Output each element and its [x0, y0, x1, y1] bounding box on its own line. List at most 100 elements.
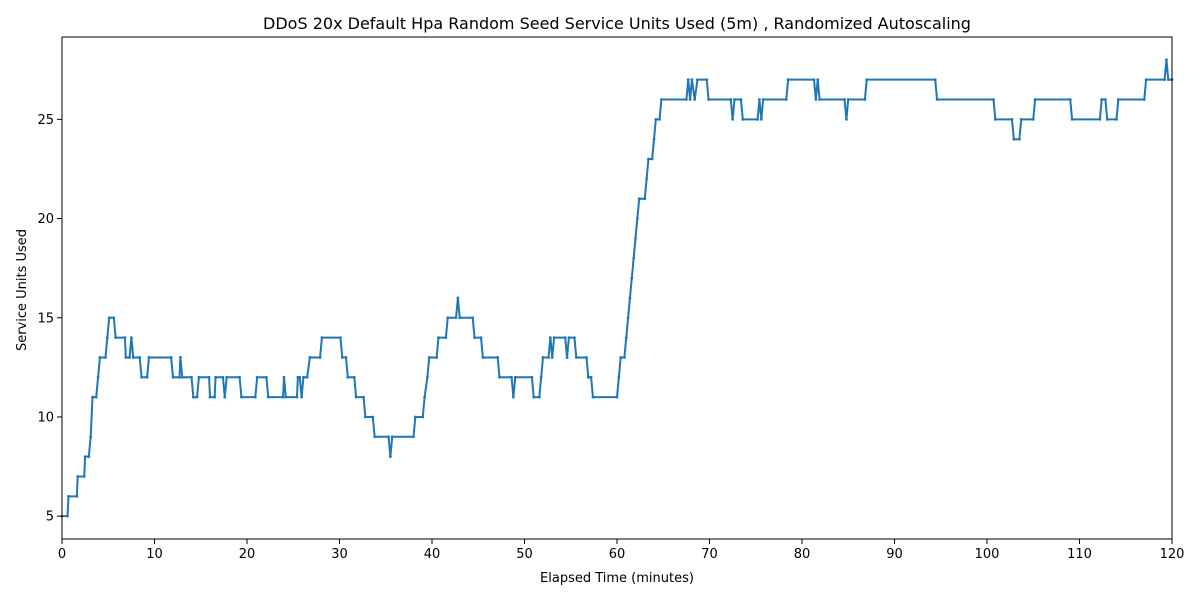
chart-title: DDoS 20x Default Hpa Random Seed Service…: [263, 14, 971, 33]
data-point: [1010, 117, 1014, 121]
data-point: [388, 455, 392, 459]
data-point: [240, 395, 243, 399]
data-point: [344, 356, 348, 359]
data-point: [446, 316, 450, 320]
data-point: [253, 395, 257, 399]
data-point: [645, 177, 648, 181]
data-point: [1017, 137, 1021, 141]
data-point: [688, 98, 692, 101]
plot-frame: [61, 36, 1173, 540]
data-point: [741, 117, 745, 121]
data-point: [178, 375, 181, 379]
data-point: [729, 98, 733, 101]
data-point: [387, 435, 390, 439]
data-point: [140, 375, 143, 379]
data-point: [660, 98, 663, 101]
data-point: [705, 78, 709, 82]
data-point: [496, 356, 500, 359]
data-point: [549, 336, 552, 339]
data-point: [647, 157, 650, 161]
data-point: [845, 117, 848, 121]
data-point: [190, 375, 193, 379]
data-point: [761, 98, 765, 101]
data-point: [654, 117, 658, 121]
data-point: [818, 98, 821, 101]
data-point: [550, 356, 554, 359]
data-point: [696, 78, 699, 82]
data-point: [634, 237, 637, 240]
data-point: [195, 395, 199, 399]
data-point: [1104, 98, 1107, 101]
data-point: [812, 78, 816, 82]
x-axis: 0 10 20 30 40 50 60 70 80 90 100 110 120: [58, 539, 1184, 562]
data-point: [339, 336, 342, 339]
data-point: [784, 98, 788, 101]
data-point: [585, 356, 588, 359]
data-point: [1031, 117, 1035, 121]
data-point: [138, 356, 142, 359]
data-point: [1163, 78, 1166, 82]
data-point: [308, 356, 312, 359]
data-point: [238, 375, 242, 379]
data-point: [537, 395, 541, 399]
data-point: [563, 336, 567, 339]
data-point: [935, 98, 939, 101]
data-point: [104, 356, 107, 359]
data-point: [690, 78, 694, 82]
data-point: [208, 395, 212, 399]
data-point: [589, 375, 593, 379]
data-point: [632, 256, 636, 260]
data-point: [759, 117, 763, 121]
data-point: [686, 78, 690, 82]
data-point: [1068, 98, 1072, 101]
x-tick-label: 10: [146, 547, 163, 562]
data-point: [758, 98, 761, 101]
data-point: [169, 356, 173, 359]
x-tick-label: 70: [701, 547, 718, 562]
data-point: [1166, 78, 1170, 82]
data-point: [1165, 58, 1168, 62]
data-point: [180, 375, 184, 379]
data-point: [1142, 98, 1146, 101]
series-line: [62, 58, 1172, 518]
data-point: [643, 197, 647, 201]
data-point: [129, 336, 133, 339]
data-point: [1033, 98, 1037, 101]
data-point: [114, 336, 118, 339]
data-point: [1100, 98, 1104, 101]
data-point: [221, 375, 225, 379]
data-point: [731, 117, 735, 121]
data-point: [179, 356, 182, 359]
data-point: [145, 375, 149, 379]
data-point: [423, 395, 426, 399]
data-point: [89, 435, 93, 439]
data-point: [266, 395, 270, 399]
data-point: [933, 78, 937, 82]
data-point: [362, 395, 365, 399]
data-point: [992, 98, 995, 101]
data-point: [191, 395, 195, 399]
data-point: [532, 395, 536, 399]
data-point: [513, 375, 517, 379]
data-point: [456, 296, 460, 300]
data-point: [481, 356, 485, 359]
data-point: [281, 395, 285, 399]
data-point: [91, 395, 94, 399]
data-point: [305, 375, 309, 379]
x-tick-label: 60: [609, 547, 626, 562]
data-point: [96, 375, 100, 379]
x-tick-label: 50: [516, 547, 533, 562]
y-tick-label: 5: [46, 510, 54, 525]
data-point: [530, 375, 534, 379]
data-point: [128, 356, 131, 359]
data-point: [1115, 117, 1118, 121]
data-point: [637, 197, 641, 201]
data-point: [427, 356, 431, 359]
data-point: [623, 356, 626, 359]
data-point: [541, 356, 545, 359]
y-tick-label: 10: [37, 410, 54, 425]
data-point: [66, 514, 69, 518]
data-point: [756, 117, 759, 121]
x-tick-label: 110: [1067, 547, 1092, 562]
